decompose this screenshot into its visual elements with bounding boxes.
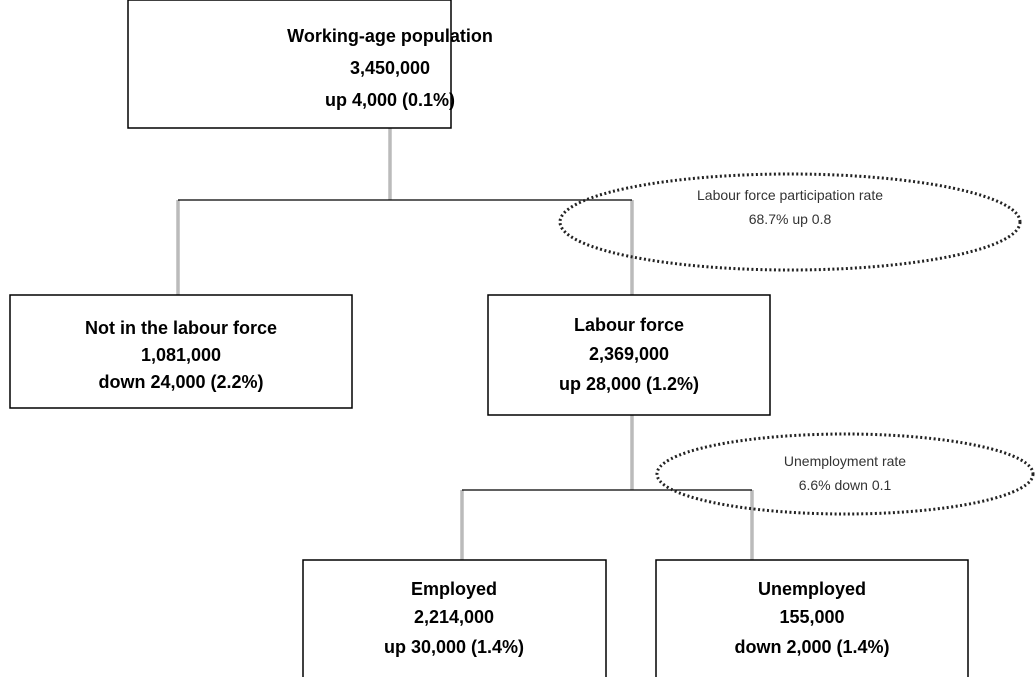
node-title: Not in the labour force <box>85 318 277 338</box>
node-value: 2,214,000 <box>414 607 494 627</box>
node-value: 3,450,000 <box>350 58 430 78</box>
node-change: up 30,000 (1.4%) <box>384 637 524 657</box>
node-title: Employed <box>411 579 497 599</box>
annotation-label: Unemployment rate <box>784 453 906 469</box>
node-value: 1,081,000 <box>141 345 221 365</box>
node-value: 2,369,000 <box>589 344 669 364</box>
annotation-label: Labour force participation rate <box>697 187 883 203</box>
node-title: Labour force <box>574 315 684 335</box>
node-title: Working-age population <box>287 26 493 46</box>
node-box <box>127 0 452 129</box>
node-value: 155,000 <box>779 607 844 627</box>
node-box <box>302 559 607 677</box>
annotation-ellipse <box>558 172 1022 272</box>
annotation-value: 6.6% down 0.1 <box>799 477 892 493</box>
annotation-value: 68.7% up 0.8 <box>749 211 832 227</box>
node-box <box>655 559 969 677</box>
node-box <box>9 294 353 409</box>
connector <box>177 128 753 560</box>
connectors <box>176 128 754 560</box>
node-change: up 4,000 (0.1%) <box>325 90 455 110</box>
node-change: up 28,000 (1.2%) <box>559 374 699 394</box>
node-change: down 2,000 (1.4%) <box>734 637 889 657</box>
node-title: Unemployed <box>758 579 866 599</box>
annotation-ellipse <box>655 432 1035 516</box>
node-change: down 24,000 (2.2%) <box>98 372 263 392</box>
node-box <box>487 294 771 416</box>
